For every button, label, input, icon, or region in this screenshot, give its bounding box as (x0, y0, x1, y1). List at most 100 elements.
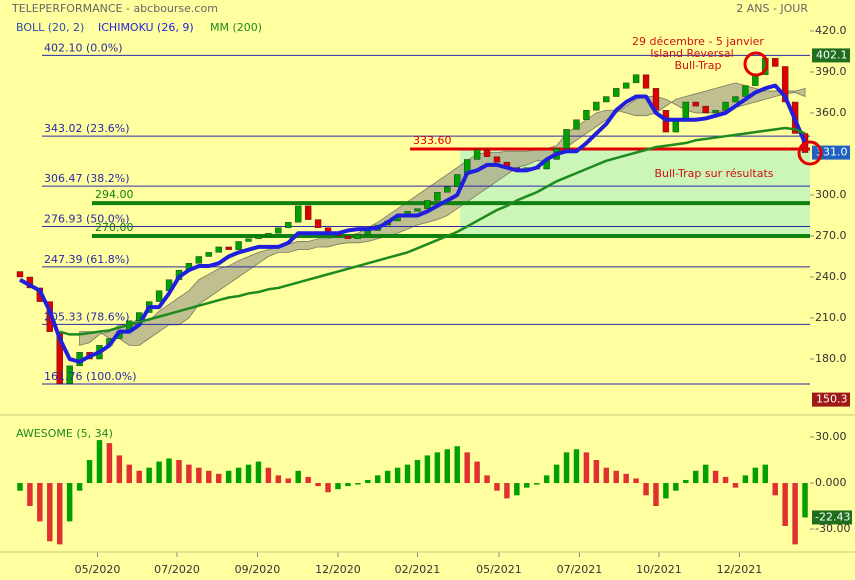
candle-body (772, 58, 779, 67)
y-tick-label: 210.0 (815, 311, 847, 324)
candle-body (692, 101, 699, 107)
candle-body (603, 96, 610, 103)
oscillator-bar (613, 470, 619, 484)
candle-body (344, 235, 352, 239)
y-tick-label: 360.0 (815, 106, 847, 119)
candle-body (275, 227, 282, 234)
ichimoku-line (19, 83, 807, 364)
fibonacci-label: 343.02 (23.6%) (44, 122, 130, 135)
oscillator-bar (692, 470, 699, 484)
oscillator-bar (573, 449, 580, 484)
oscillator-bar (96, 440, 103, 484)
y-tick-label: 180.0 (815, 352, 847, 365)
oscillator-bar (543, 475, 550, 484)
candle-body (66, 365, 73, 384)
candle-body (245, 238, 252, 242)
candle-body (434, 192, 441, 201)
level-label: 294.00 (95, 188, 134, 201)
price-marker (812, 48, 850, 63)
oscillator-bar (524, 483, 530, 488)
oscillator-bar (255, 461, 262, 484)
oscillator-bar (434, 452, 441, 484)
candle-body (722, 101, 729, 111)
oscillator-bar (673, 483, 679, 491)
oscillator-bar (474, 461, 480, 484)
y-tick-label: 390.0 (815, 65, 847, 78)
y-tick-label: 240.0 (815, 270, 847, 283)
header-period: 2 ANS - JOUR (736, 2, 808, 15)
candle-body (682, 101, 689, 119)
oscillator-bar (106, 443, 113, 484)
oscillator-bar (643, 483, 649, 496)
oscillator-bar (752, 467, 759, 484)
level-label: 270.00 (95, 221, 134, 234)
oscillator-bar (792, 483, 798, 545)
annotation: Island Reversal (650, 47, 733, 60)
candle-body (265, 233, 272, 237)
oscillator-bar (454, 446, 460, 484)
candle-body (235, 241, 242, 250)
oscillator-bar (414, 460, 421, 484)
oscillator-bar (702, 464, 709, 484)
candle-body (702, 105, 709, 114)
y-tick-label: 30.00 (815, 430, 847, 443)
fibonacci-label: 205.33 (78.6%) (44, 310, 130, 323)
oscillator-bar (533, 483, 540, 485)
fibonacci-label: 247.39 (61.8%) (44, 253, 130, 266)
candle-body (583, 110, 590, 120)
oscillator-bar (156, 461, 162, 484)
oscillator-bar (116, 455, 123, 484)
oscillator-bar (444, 449, 451, 484)
oscillator-bar (37, 483, 43, 522)
oscillator-bar (374, 475, 381, 484)
oscillator-bar (683, 479, 689, 484)
oscillator-bar (365, 479, 371, 484)
oscillator-bar (166, 458, 172, 484)
x-tick-label: 02/2021 (395, 563, 441, 576)
oscillator-bar (484, 475, 490, 484)
candle-body (255, 235, 262, 239)
candle-body (215, 246, 222, 253)
oscillator-bar (245, 464, 252, 484)
price-marker-label: 150.3 (816, 393, 848, 406)
oscillator-bar (663, 483, 669, 499)
oscillator-bar (742, 475, 749, 484)
oscillator-bar (235, 467, 242, 484)
y-tick-label: -30.00 (815, 522, 850, 535)
oscillator-bar (504, 483, 510, 499)
oscillator-bar (802, 483, 808, 518)
highlight-circle (797, 140, 823, 166)
x-tick-label: 12/2021 (717, 563, 763, 576)
fibonacci-label: 161.76 (100.0%) (44, 370, 137, 383)
oscillator-bar (782, 483, 788, 526)
overlay-layer: 420.0 390.0 360.0 300.0 270.0 240.0 210.0 180.0… (44, 24, 852, 576)
candle-body (225, 246, 232, 250)
moving-average (59, 126, 806, 336)
candle-body (155, 290, 163, 302)
oscillator-bar (772, 483, 778, 496)
oscillator-bar (176, 460, 182, 484)
candle-body (444, 186, 451, 193)
oscillator-bar (384, 470, 391, 484)
oscillator-bar (345, 483, 351, 487)
oscillator-bar (464, 452, 470, 484)
value-marker-label: -22.43 (815, 510, 850, 523)
fibonacci-label: 306.47 (38.2%) (44, 172, 130, 185)
oscillator-bar (76, 483, 83, 491)
candle-body (732, 96, 739, 103)
oscillator-bar (603, 467, 610, 484)
candle-body (563, 129, 570, 149)
oscillator-bar (404, 464, 411, 484)
legend-entry: MM (200) (210, 21, 262, 34)
oscillator-bar (146, 467, 152, 484)
candle-body (195, 256, 203, 264)
oscillator-bar (335, 483, 341, 490)
fibonacci-label: 402.10 (0.0%) (44, 41, 123, 54)
oscillator-bar (583, 452, 590, 484)
oscillator-bar (47, 483, 53, 542)
legend-entry: BOLL (20, 2) (16, 21, 84, 34)
oscillator-bar (275, 475, 282, 484)
candle-body (295, 205, 302, 223)
oscillator-bar (27, 483, 33, 507)
